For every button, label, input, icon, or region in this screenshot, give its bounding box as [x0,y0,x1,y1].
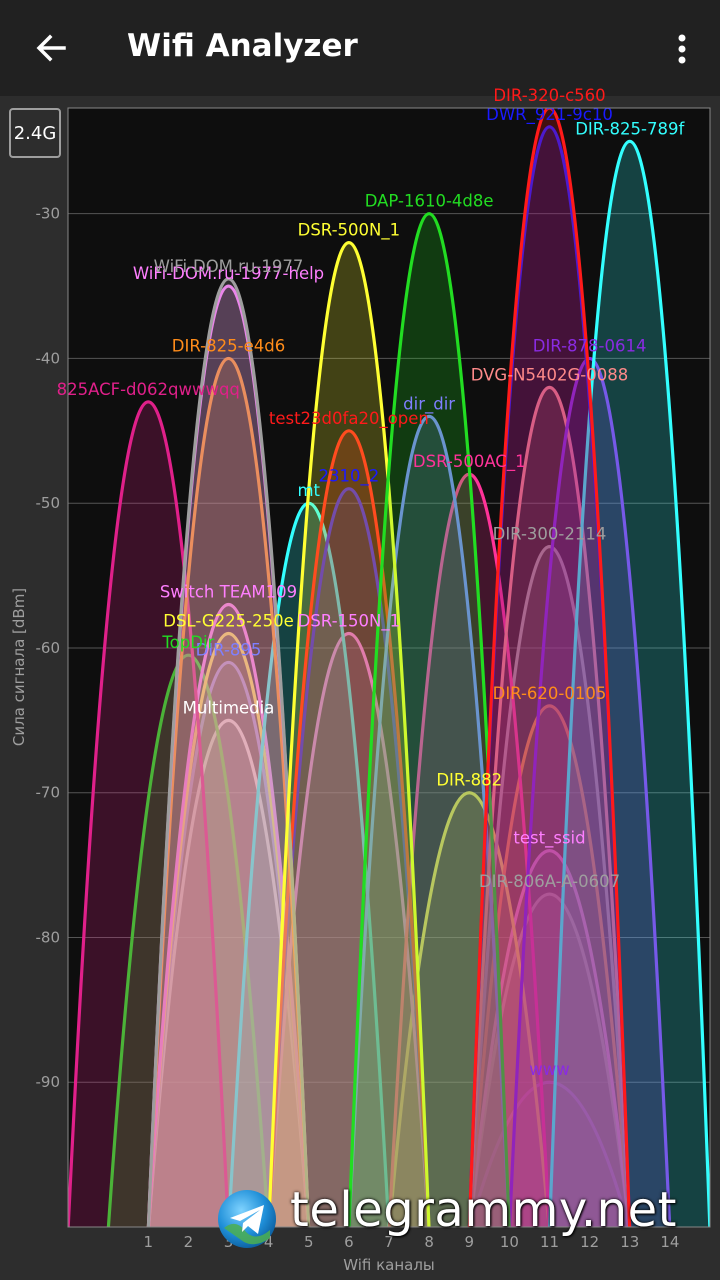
network-label: DSR-150N_1 [298,611,401,631]
network-label: DVG-N5402G-0088 [471,365,629,384]
y-tick-label: -60 [36,639,61,657]
x-tick-label: 2 [184,1233,194,1251]
network-label: TopDir [161,633,214,652]
network-label: www [529,1060,570,1079]
x-tick-label: 9 [464,1233,474,1251]
network-label: DAP-1610-4d8e [365,192,494,211]
network-label: DIR-878-0614 [533,336,647,355]
network-label: DSL-G225-250e [163,611,294,630]
x-tick-label: 5 [304,1233,314,1251]
x-tick-label: 8 [424,1233,434,1251]
x-tick-label: 14 [660,1233,679,1251]
network-label: WiFi-DOM.ru-1977-help [133,264,324,283]
network-label: WiFi-DOM.ru-1977 [154,257,304,276]
x-tick-label: 4 [264,1233,274,1251]
network-curve [347,414,511,1227]
x-tick-label: 7 [384,1233,394,1251]
telegram-logo-icon [218,1190,276,1248]
page-title: Wifi Analyzer [127,28,358,64]
network-label: Multimedia [183,698,275,717]
network-curve [68,400,230,1227]
x-axis-label: Wifi каналы [343,1256,435,1274]
network-curve [507,357,672,1227]
network-label: DIR-825-789f [575,119,685,138]
network-curve [146,277,311,1227]
network-curve [146,602,311,1227]
watermark: telegrammy.net [216,1182,706,1252]
network-label: DIR-882 [436,771,502,790]
network-label: test23d0fa20_open [269,409,429,429]
network-label: DIR-806A-A-0607 [479,872,620,891]
watermark-text: telegrammy.net [290,1182,677,1238]
network-curve [146,718,311,1227]
network-label: DIR-895 [196,640,262,659]
x-tick-label: 1 [143,1233,153,1251]
y-tick-label: -50 [36,494,61,512]
band-toggle-button[interactable]: 2.4G [9,108,61,158]
network-label: dir_dir [403,394,455,414]
network-curve [468,849,631,1227]
network-label: DSR-500AC_1 [413,452,526,472]
y-tick-label: -30 [36,205,61,223]
network-label: DSR-500N_1 [298,221,401,241]
network-curve [467,386,632,1227]
app-bar: Wifi Analyzer [0,0,720,96]
y-tick-label: -70 [36,784,61,802]
x-tick-label: 12 [580,1233,599,1251]
network-curve [347,212,511,1227]
network-label: DIR-825-e4d6 [172,336,285,355]
y-axis-label: Сила сигнала [dBm] [10,588,28,746]
network-label: test_ssid [513,829,585,849]
network-curve [468,892,631,1227]
plot-border [67,107,711,1228]
more-vert-icon [678,34,686,64]
back-button[interactable] [28,24,76,72]
overflow-menu-button[interactable] [662,24,702,72]
network-curve [106,653,270,1227]
network-label: DIR-300-2114 [493,525,607,544]
x-tick-label: 6 [344,1233,354,1251]
y-tick-label: -90 [36,1073,61,1091]
network-label: DIR-320-c560 [493,86,605,105]
x-tick-label: 3 [224,1233,234,1251]
x-tick-label: 11 [540,1233,559,1251]
y-tick-label: -80 [36,928,61,946]
x-tick-label: 10 [500,1233,519,1251]
network-label: 825ACF-d062qwwwqq [57,380,240,399]
network-label: DIR-620-0105 [493,684,607,703]
y-tick-label: -40 [36,349,61,367]
x-tick-label: 13 [620,1233,639,1251]
arrow-left-icon [36,34,66,62]
network-label: Switch TEAM109 [160,583,297,602]
network-label: mt [297,481,320,500]
network-label: DWR_921-9c10 [486,105,613,125]
network-curve [467,108,632,1227]
network-curve [267,487,431,1227]
network-label: 2310_2 [319,467,380,487]
